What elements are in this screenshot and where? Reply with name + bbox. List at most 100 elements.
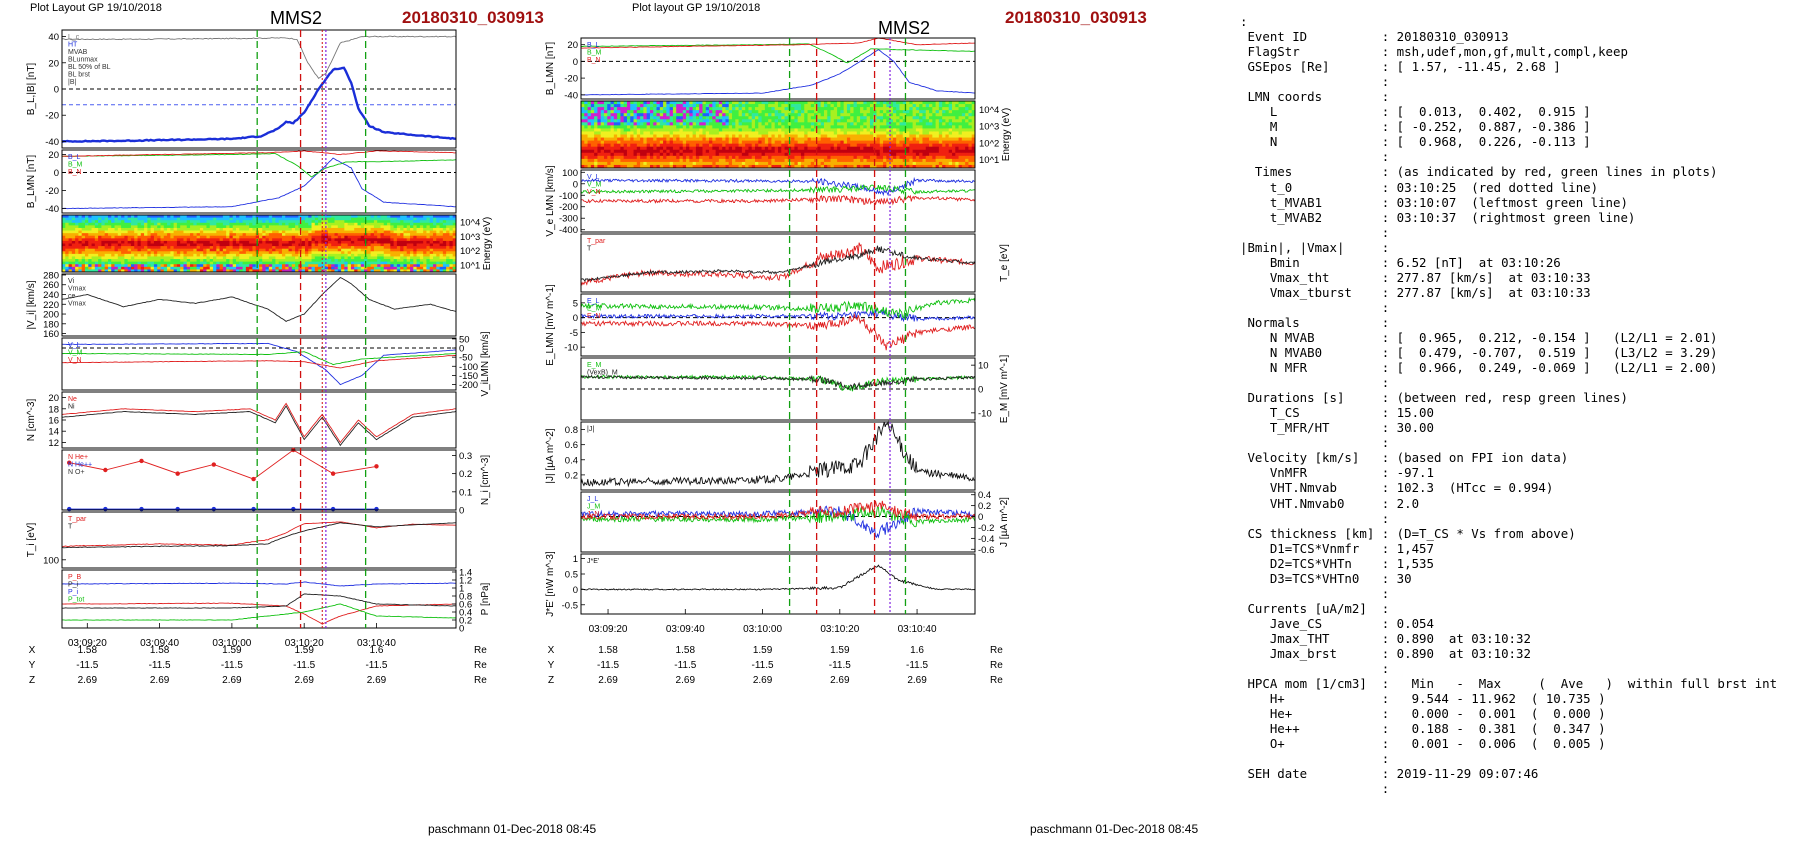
spectrogram-cell: [347, 238, 352, 242]
spectrogram-cell: [626, 146, 631, 151]
spectrogram-cell: [689, 119, 694, 123]
spectrogram-cell: [416, 215, 421, 218]
spectrogram-cell: [344, 217, 349, 221]
spectrogram-cell: [140, 256, 145, 260]
spectrogram-cell: [380, 269, 385, 273]
spectrogram-cell: [111, 225, 115, 229]
spectrogram-cell: [682, 158, 687, 163]
spectrogram-cell: [180, 222, 184, 226]
spectrogram-cell: [676, 152, 680, 157]
spectrogram-cell: [410, 251, 414, 255]
spectrogram-cell: [153, 246, 158, 250]
spectrogram-cell: [124, 217, 129, 221]
spectrogram-cell: [846, 128, 851, 132]
spectrogram-cell: [853, 119, 858, 123]
spectrogram-cell: [360, 217, 365, 221]
spectrogram-cell: [679, 101, 684, 105]
spectrogram-cell: [876, 125, 881, 129]
spectrogram-cell: [304, 222, 309, 226]
spectrogram-cell: [800, 116, 805, 120]
spectrogram-cell: [892, 131, 897, 135]
spectrogram-cell: [190, 248, 194, 252]
spectrogram-cell: [396, 261, 401, 265]
spectrogram-cell: [216, 217, 220, 221]
spectrogram-cell: [817, 107, 822, 111]
spectrogram-cell: [442, 264, 447, 268]
legend-label: N He+: [68, 454, 88, 461]
spectrogram-cell: [715, 113, 720, 117]
spectrogram-cell: [679, 161, 684, 166]
spectrogram-cell: [167, 259, 171, 263]
spectrogram-cell: [170, 243, 175, 247]
spectrogram-cell: [84, 248, 89, 252]
spectrogram-cell: [712, 140, 717, 145]
spectrogram-cell: [331, 217, 335, 221]
spectrogram-cell: [728, 131, 733, 135]
spectrogram-cell: [883, 110, 887, 114]
spectrogram-cell: [160, 253, 165, 257]
spectrogram-cell: [699, 104, 703, 108]
spectrogram-cell: [728, 161, 733, 166]
spectrogram-cell: [176, 246, 181, 250]
spectrogram-cell: [433, 225, 437, 229]
spectrogram-cell: [180, 230, 184, 234]
spectrogram-cell: [354, 227, 358, 231]
spectrogram-cell: [252, 220, 257, 224]
spectrogram-cell: [709, 149, 713, 154]
spectrogram-cell: [308, 217, 312, 221]
spectrogram-cell: [321, 259, 326, 263]
spectrogram-cell: [150, 238, 155, 242]
spectrogram-cell: [594, 158, 598, 163]
spectrogram-cell: [229, 246, 234, 250]
spectrogram-cell: [193, 230, 198, 234]
spectrogram-cell: [600, 137, 605, 141]
spectrogram-cell: [347, 269, 352, 273]
spectrogram-cell: [695, 155, 700, 160]
spectrogram-cell: [764, 113, 769, 117]
spectrogram-cell: [196, 256, 201, 260]
spectrogram-cell: [285, 261, 289, 265]
spectrogram-cell: [699, 155, 703, 160]
spectrogram-cell: [341, 217, 345, 221]
spectrogram-cell: [636, 104, 641, 108]
spectrogram-cell: [771, 107, 776, 111]
spectrogram-cell: [597, 155, 602, 160]
spectrogram-cell: [255, 269, 260, 273]
spectrogram-cell: [584, 158, 588, 163]
spectrogram-cell: [180, 238, 184, 242]
spectrogram-cell: [206, 227, 211, 231]
spectrogram-cell: [433, 233, 437, 237]
spectrogram-cell: [341, 269, 345, 273]
spectrogram-cell: [804, 113, 808, 117]
spectrogram-cell: [94, 248, 99, 252]
spectrogram-cell: [689, 107, 694, 111]
spectrogram-cell: [735, 152, 739, 157]
spectrogram-cell: [689, 140, 694, 145]
spectrogram-cell: [341, 248, 345, 252]
spectrogram-cell: [869, 161, 874, 166]
spectrogram-cell: [173, 259, 178, 263]
spectrogram-cell: [751, 131, 756, 135]
spectrogram-cell: [65, 217, 69, 221]
y-tick-label: -40: [45, 137, 59, 148]
spectrogram-cell: [613, 107, 618, 111]
spectrogram-cell: [176, 222, 181, 226]
spectrogram-cell: [127, 266, 132, 270]
spectrogram-cell: [190, 217, 194, 221]
spectrogram-cell: [222, 220, 227, 224]
spectrogram-cell: [781, 125, 785, 129]
spectrogram-cell: [176, 235, 181, 239]
spectrogram-cell: [607, 137, 611, 141]
spectrogram-cell: [268, 225, 273, 229]
spectrogram-cell: [600, 131, 605, 135]
spectrogram-cell: [709, 101, 713, 105]
spectrogram-cell: [666, 158, 671, 163]
spectrogram-cell: [107, 248, 112, 252]
spectrogram-cell: [722, 134, 726, 138]
spectrogram-cell: [383, 269, 388, 273]
spectrogram-cell: [114, 230, 119, 234]
spectrogram-cell: [101, 238, 106, 242]
spectrogram-cell: [311, 248, 316, 252]
spectrogram-cell: [649, 161, 654, 166]
spectrogram-cell: [732, 155, 736, 160]
